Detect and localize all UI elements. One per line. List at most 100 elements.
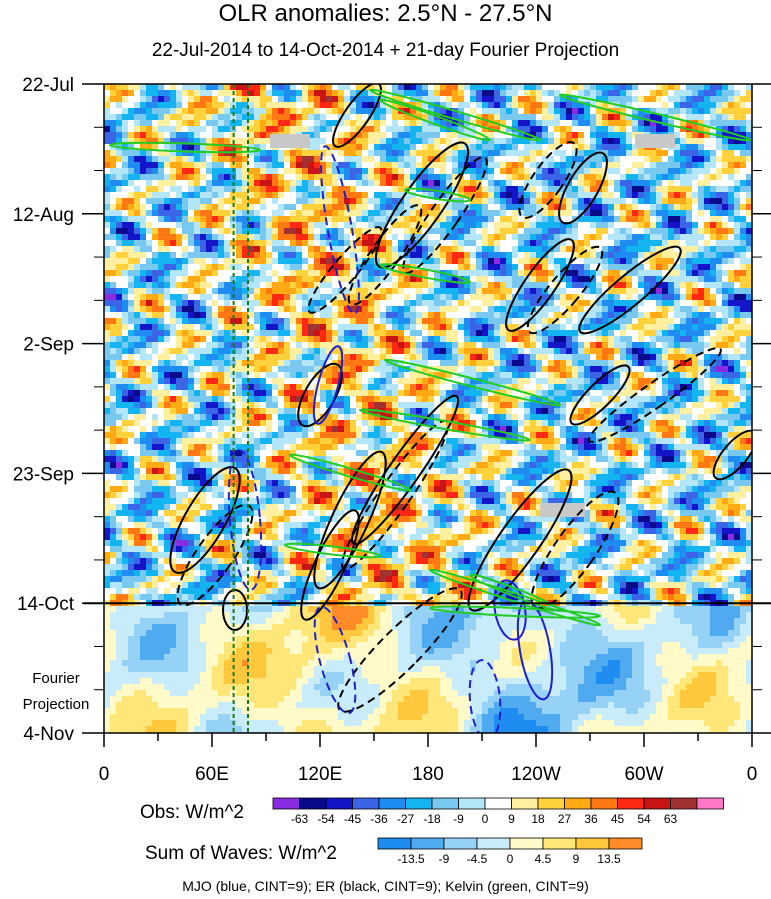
colorbar-tick-label: 36 <box>584 812 598 826</box>
colorbar-swatch <box>378 797 406 810</box>
obs-colorbar-label: Obs: W/m^2 <box>140 802 244 823</box>
colorbar-tick-label: -36 <box>370 812 388 826</box>
colorbar-tick-label: -54 <box>317 812 335 826</box>
missing-data-patch <box>270 134 310 148</box>
wave-contour <box>307 226 383 314</box>
wave-contour <box>530 490 620 610</box>
kelvin-contour <box>378 98 492 142</box>
wave-contour <box>312 345 344 425</box>
wave-contour <box>588 347 722 443</box>
kelvin-contour <box>283 542 382 559</box>
x-tick-label: 60W <box>624 764 663 785</box>
projection-label: Projection <box>23 696 90 713</box>
y-tick-label: 4-Nov <box>23 724 74 745</box>
waves-colorbar-label: Sum of Waves: W/m^2 <box>145 843 337 864</box>
kelvin-contour <box>378 263 472 284</box>
wave-contour <box>313 450 387 590</box>
x-tick-label: 180 <box>412 764 444 785</box>
missing-data-patch <box>635 134 675 148</box>
wave-contour <box>558 151 608 225</box>
missing-data-patch <box>540 503 585 517</box>
wave-contour <box>712 429 752 481</box>
kelvin-contour <box>383 358 562 407</box>
wave-contour <box>332 84 382 148</box>
colorbar-swatch <box>272 797 300 810</box>
wave-contour <box>402 156 488 274</box>
colorbar-swatch <box>537 797 565 810</box>
chart-subtitle: 22-Jul-2014 to 14-Oct-2014 + 21-day Four… <box>151 40 620 61</box>
colorbar-tick-label: 9 <box>508 812 515 826</box>
kelvin-contour <box>428 568 602 627</box>
colorbar-tick-label: -9 <box>439 852 450 866</box>
colorbar-swatch <box>643 797 671 810</box>
chart-title: OLR anomalies: 2.5°N - 27.5°N <box>218 0 553 27</box>
y-tick-label: 12-Aug <box>13 205 74 226</box>
colorbar-swatch <box>405 797 433 810</box>
wave-contour <box>526 245 604 335</box>
colorbar-swatch <box>377 837 412 850</box>
colorbar-tick-label: 54 <box>637 812 651 826</box>
colorbar-swatch <box>484 797 512 810</box>
colorbar-tick-label: -4.5 <box>467 852 488 866</box>
colorbar-swatch <box>325 797 353 810</box>
colorbar-swatch <box>509 837 544 850</box>
y-tick-label: 14-Oct <box>17 594 75 615</box>
obs-colorbar: -63 -54 -45 -36 -27 -18 -9 0 9 18 27 36 45 54 63 <box>272 797 724 826</box>
wave-contour <box>569 364 631 426</box>
colorbar-swatch <box>617 797 645 810</box>
wave-contour <box>518 141 578 219</box>
colorbar-tick-label: -9 <box>453 812 464 826</box>
wave-contour <box>320 145 360 315</box>
wave-contour <box>227 449 263 591</box>
x-tick-label: 0 <box>99 764 110 785</box>
colorbar-tick-label: 0 <box>507 852 514 866</box>
kelvin-contour <box>108 141 262 154</box>
y-tick-label: 2-Sep <box>23 335 74 356</box>
wave-contour <box>505 238 575 332</box>
colorbar-tick-label: 18 <box>531 812 545 826</box>
colorbar-swatch <box>410 837 445 850</box>
colorbar-tick-label: 13.5 <box>597 852 621 866</box>
colorbar-tick-label: -27 <box>397 812 415 826</box>
wave-contour <box>374 141 470 269</box>
wave-contour <box>467 468 573 612</box>
y-tick-label: 22-Jul <box>22 75 74 96</box>
colorbar-swatch <box>542 837 577 850</box>
wave-contour <box>493 579 527 641</box>
colorbar-swatch <box>696 797 724 810</box>
kelvin-contour <box>358 408 532 442</box>
colorbar-tick-label: 0 <box>482 812 489 826</box>
x-tick-label: 120E <box>298 764 342 785</box>
wave-contour <box>313 605 357 715</box>
colorbar-tick-label: 27 <box>558 812 572 826</box>
colorbar-tick-label: -13.5 <box>397 852 425 866</box>
kelvin-contour <box>428 605 602 619</box>
x-tick-label: 0 <box>747 764 758 785</box>
olr-anomaly-field <box>104 84 752 733</box>
colorbar-swatch <box>590 797 618 810</box>
kelvin-contour <box>403 187 472 203</box>
reference-lines <box>232 84 249 733</box>
colorbar-swatch <box>443 837 478 850</box>
colorbar-swatch <box>608 837 643 850</box>
waves-colorbar: -13.5 -9 -4.5 0 4.5 9 13.5 <box>377 837 643 866</box>
colorbar-swatch <box>476 837 511 850</box>
kelvin-contour <box>368 88 542 142</box>
colorbar-tick-label: 45 <box>611 812 625 826</box>
axes: 22-Jul 12-Aug 2-Sep 23-Sep 14-Oct 4-Nov 0 60E 12… <box>13 75 771 785</box>
colorbar-swatch <box>352 797 380 810</box>
colorbar-tick-label: 9 <box>573 852 580 866</box>
kelvin-contour <box>288 453 412 492</box>
colorbar-swatch <box>564 797 592 810</box>
colorbar-tick-label: -18 <box>423 812 441 826</box>
colorbar-swatch <box>458 797 486 810</box>
colorbar-swatch <box>575 837 610 850</box>
wave-contour <box>578 245 682 335</box>
colorbar-swatch <box>670 797 698 810</box>
wave-contour <box>300 509 360 621</box>
wave-contour <box>169 466 241 574</box>
wave-contours <box>108 84 752 733</box>
wave-contour <box>337 587 463 713</box>
kelvin-contour <box>558 93 752 142</box>
